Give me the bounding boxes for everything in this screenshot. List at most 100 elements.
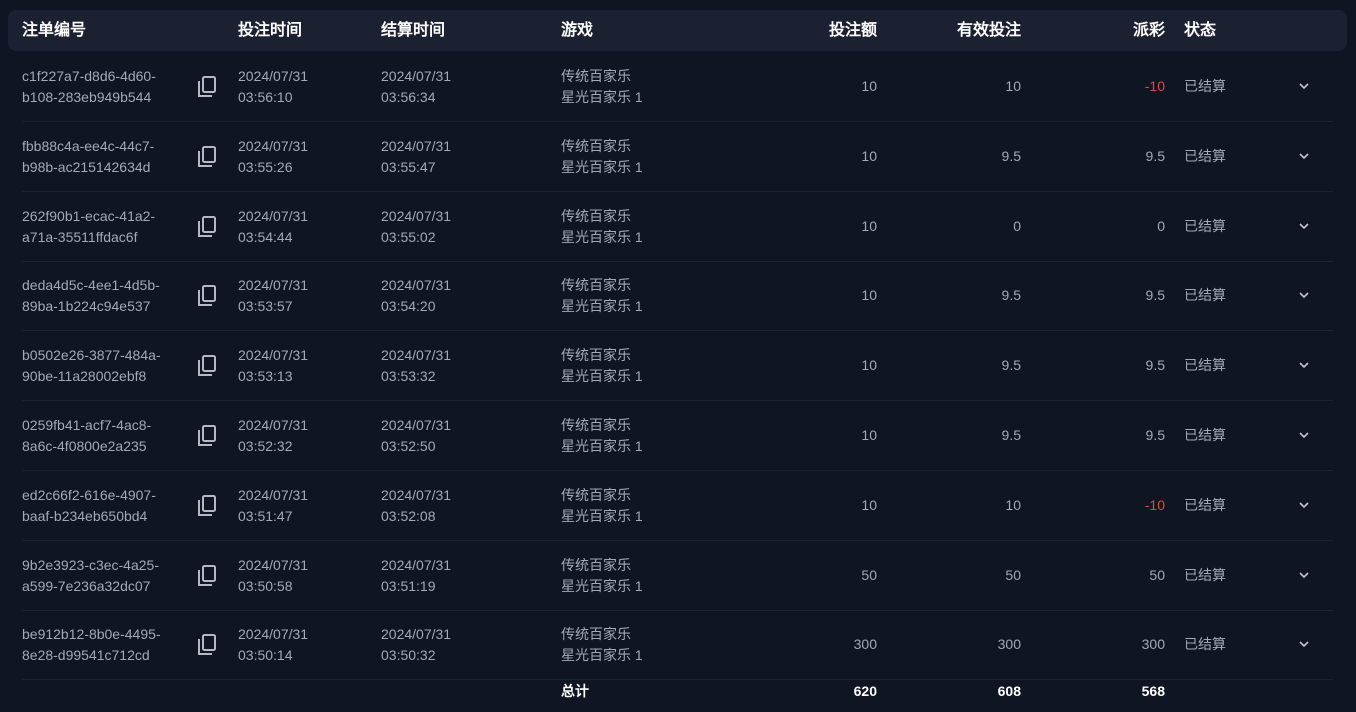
game: 传统百家乐 星光百家乐 1 xyxy=(561,415,643,457)
status-badge: 已结算 xyxy=(1184,496,1226,513)
chevron-down-icon[interactable] xyxy=(1297,428,1311,442)
settle-time: 2024/07/31 03:56:34 xyxy=(381,66,451,108)
copy-icon[interactable] xyxy=(196,145,218,169)
bet-date: 2024/07/31 xyxy=(238,626,309,643)
table-row[interactable]: 0259fb41-acf7-4ac8- 8a6c-4f0800e2a235 202… xyxy=(0,401,1356,471)
row-divider xyxy=(22,260,1333,262)
bet-id-line1: deda4d5c-4ee1-4d5b- xyxy=(22,277,160,294)
copy-icon[interactable] xyxy=(196,564,218,588)
game-type: 传统百家乐 xyxy=(561,556,631,573)
col-id: 注单编号 xyxy=(22,22,87,39)
game-table: 星光百家乐 1 xyxy=(561,89,643,105)
bet-amount: 10 xyxy=(861,287,877,304)
valid-bet: 300 xyxy=(997,636,1021,653)
table-row[interactable]: deda4d5c-4ee1-4d5b- 89ba-1b224c94e537 202… xyxy=(0,261,1356,332)
bet-id-line2: 90be-11a28002ebf8 xyxy=(22,368,147,385)
bet-id: 9b2e3923-c3ec-4a25- a599-7e236a32dc07 xyxy=(22,555,159,597)
game: 传统百家乐 星光百家乐 1 xyxy=(561,624,643,666)
bet-id-line1: 9b2e3923-c3ec-4a25- xyxy=(22,556,159,573)
valid-bet: 10 xyxy=(1005,496,1021,513)
chevron-down-icon[interactable] xyxy=(1297,219,1311,233)
table-row[interactable]: ed2c66f2-616e-4907- baaf-b234eb650bd4 202… xyxy=(0,471,1356,541)
copy-icon[interactable] xyxy=(196,633,218,657)
settle-date: 2024/07/31 xyxy=(381,207,452,224)
status-badge: 已结算 xyxy=(1184,357,1226,374)
chevron-down-icon[interactable] xyxy=(1297,149,1311,163)
table-row[interactable]: fbb88c4a-ee4c-44c7- b98b-ac215142634d 202… xyxy=(0,122,1356,192)
chevron-down-icon[interactable] xyxy=(1297,79,1311,93)
bet-id-line2: a71a-35511ffdac6f xyxy=(22,228,138,245)
settle-clock: 03:55:47 xyxy=(381,158,436,175)
settle-clock: 03:50:32 xyxy=(381,647,436,664)
bet-id-line2: 8e28-d99541c712cd xyxy=(22,647,150,664)
game: 传统百家乐 星光百家乐 1 xyxy=(561,66,643,108)
bet-date: 2024/07/31 xyxy=(238,207,309,224)
game-table: 星光百家乐 1 xyxy=(561,228,643,245)
settle-date: 2024/07/31 xyxy=(381,486,452,503)
game-type: 传统百家乐 xyxy=(561,486,631,503)
bet-date: 2024/07/31 xyxy=(238,347,309,364)
table-row[interactable]: be912b12-8b0e-4495- 8e28-d99541c712cd 202… xyxy=(0,610,1356,681)
copy-icon[interactable] xyxy=(196,215,218,239)
table-row[interactable]: b0502e26-3877-484a- 90be-11a28002ebf8 202… xyxy=(0,331,1356,402)
bet-clock: 03:56:10 xyxy=(238,89,293,105)
chevron-down-icon[interactable] xyxy=(1297,498,1311,512)
copy-icon[interactable] xyxy=(196,424,218,448)
status-badge: 已结算 xyxy=(1184,217,1226,234)
copy-icon[interactable] xyxy=(196,75,218,99)
bet-clock: 03:50:14 xyxy=(238,647,293,664)
payout: 9.5 xyxy=(1145,427,1165,443)
bet-id: deda4d5c-4ee1-4d5b- 89ba-1b224c94e537 xyxy=(22,275,160,317)
copy-icon[interactable] xyxy=(196,354,218,378)
settle-time: 2024/07/31 03:53:32 xyxy=(381,345,451,387)
row-divider xyxy=(22,330,1333,332)
bet-clock: 03:54:44 xyxy=(238,228,293,245)
col-settle-time: 结算时间 xyxy=(381,22,446,39)
status-badge: 已结算 xyxy=(1184,566,1226,583)
total-amount: 620 xyxy=(853,683,877,699)
table-row[interactable]: 262f90b1-ecac-41a2- a71a-35511ffdac6f 202… xyxy=(0,192,1356,262)
status-badge: 已结算 xyxy=(1184,78,1226,94)
chevron-down-icon[interactable] xyxy=(1297,288,1311,302)
row-divider xyxy=(22,539,1333,541)
table-row[interactable]: 9b2e3923-c3ec-4a25- a599-7e236a32dc07 202… xyxy=(0,541,1356,611)
bet-id-line2: 8a6c-4f0800e2a235 xyxy=(22,438,147,454)
copy-icon[interactable] xyxy=(196,284,218,308)
settle-time: 2024/07/31 03:51:19 xyxy=(381,555,451,597)
settle-clock: 03:52:50 xyxy=(381,438,436,454)
game-table: 星光百家乐 1 xyxy=(561,158,643,175)
row-divider xyxy=(22,609,1333,611)
payout: 9.5 xyxy=(1145,357,1165,374)
bet-id-line1: b0502e26-3877-484a- xyxy=(22,347,161,364)
bet-id-line1: ed2c66f2-616e-4907- xyxy=(22,486,156,503)
chevron-down-icon[interactable] xyxy=(1297,568,1311,582)
col-bet-time: 投注时间 xyxy=(238,22,303,39)
bet-id: be912b12-8b0e-4495- 8e28-d99541c712cd xyxy=(22,624,161,666)
copy-icon[interactable] xyxy=(196,494,218,518)
bet-clock: 03:55:26 xyxy=(238,158,293,175)
chevron-down-icon[interactable] xyxy=(1297,358,1311,372)
bet-id: ed2c66f2-616e-4907- baaf-b234eb650bd4 xyxy=(22,485,156,527)
game-type: 传统百家乐 xyxy=(561,277,631,294)
settle-date: 2024/07/31 xyxy=(381,137,452,154)
game: 传统百家乐星光百家乐 1 xyxy=(561,275,643,317)
chevron-down-icon[interactable] xyxy=(1297,637,1311,651)
bet-id-line1: be912b12-8b0e-4495- xyxy=(22,626,161,643)
bet-amount: 300 xyxy=(853,636,877,653)
bet-amount: 10 xyxy=(861,217,877,234)
game: 传统百家乐 星光百家乐 1 xyxy=(561,345,643,387)
table-row[interactable]: c1f227a7-d8d6-4d60- b108-283eb949b544 202… xyxy=(0,52,1356,122)
game-type: 传统百家乐 xyxy=(561,207,631,224)
bet-clock: 03:53:57 xyxy=(238,298,293,315)
col-status: 状态 xyxy=(1184,22,1217,39)
settle-date: 2024/07/31 xyxy=(381,626,452,643)
valid-bet: 50 xyxy=(1005,566,1021,583)
bet-id-line2: 89ba-1b224c94e537 xyxy=(22,298,151,315)
bet-time: 2024/07/31 03:50:14 xyxy=(238,624,308,666)
bet-id: 0259fb41-acf7-4ac8- 8a6c-4f0800e2a235 xyxy=(22,415,151,457)
game-table: 星光百家乐 1 xyxy=(561,438,643,454)
bet-clock: 03:51:47 xyxy=(238,507,293,524)
bet-time: 2024/07/31 03:52:32 xyxy=(238,415,308,457)
bet-id-line1: 0259fb41-acf7-4ac8- xyxy=(22,417,152,433)
game-table: 星光百家乐 1 xyxy=(561,298,643,315)
